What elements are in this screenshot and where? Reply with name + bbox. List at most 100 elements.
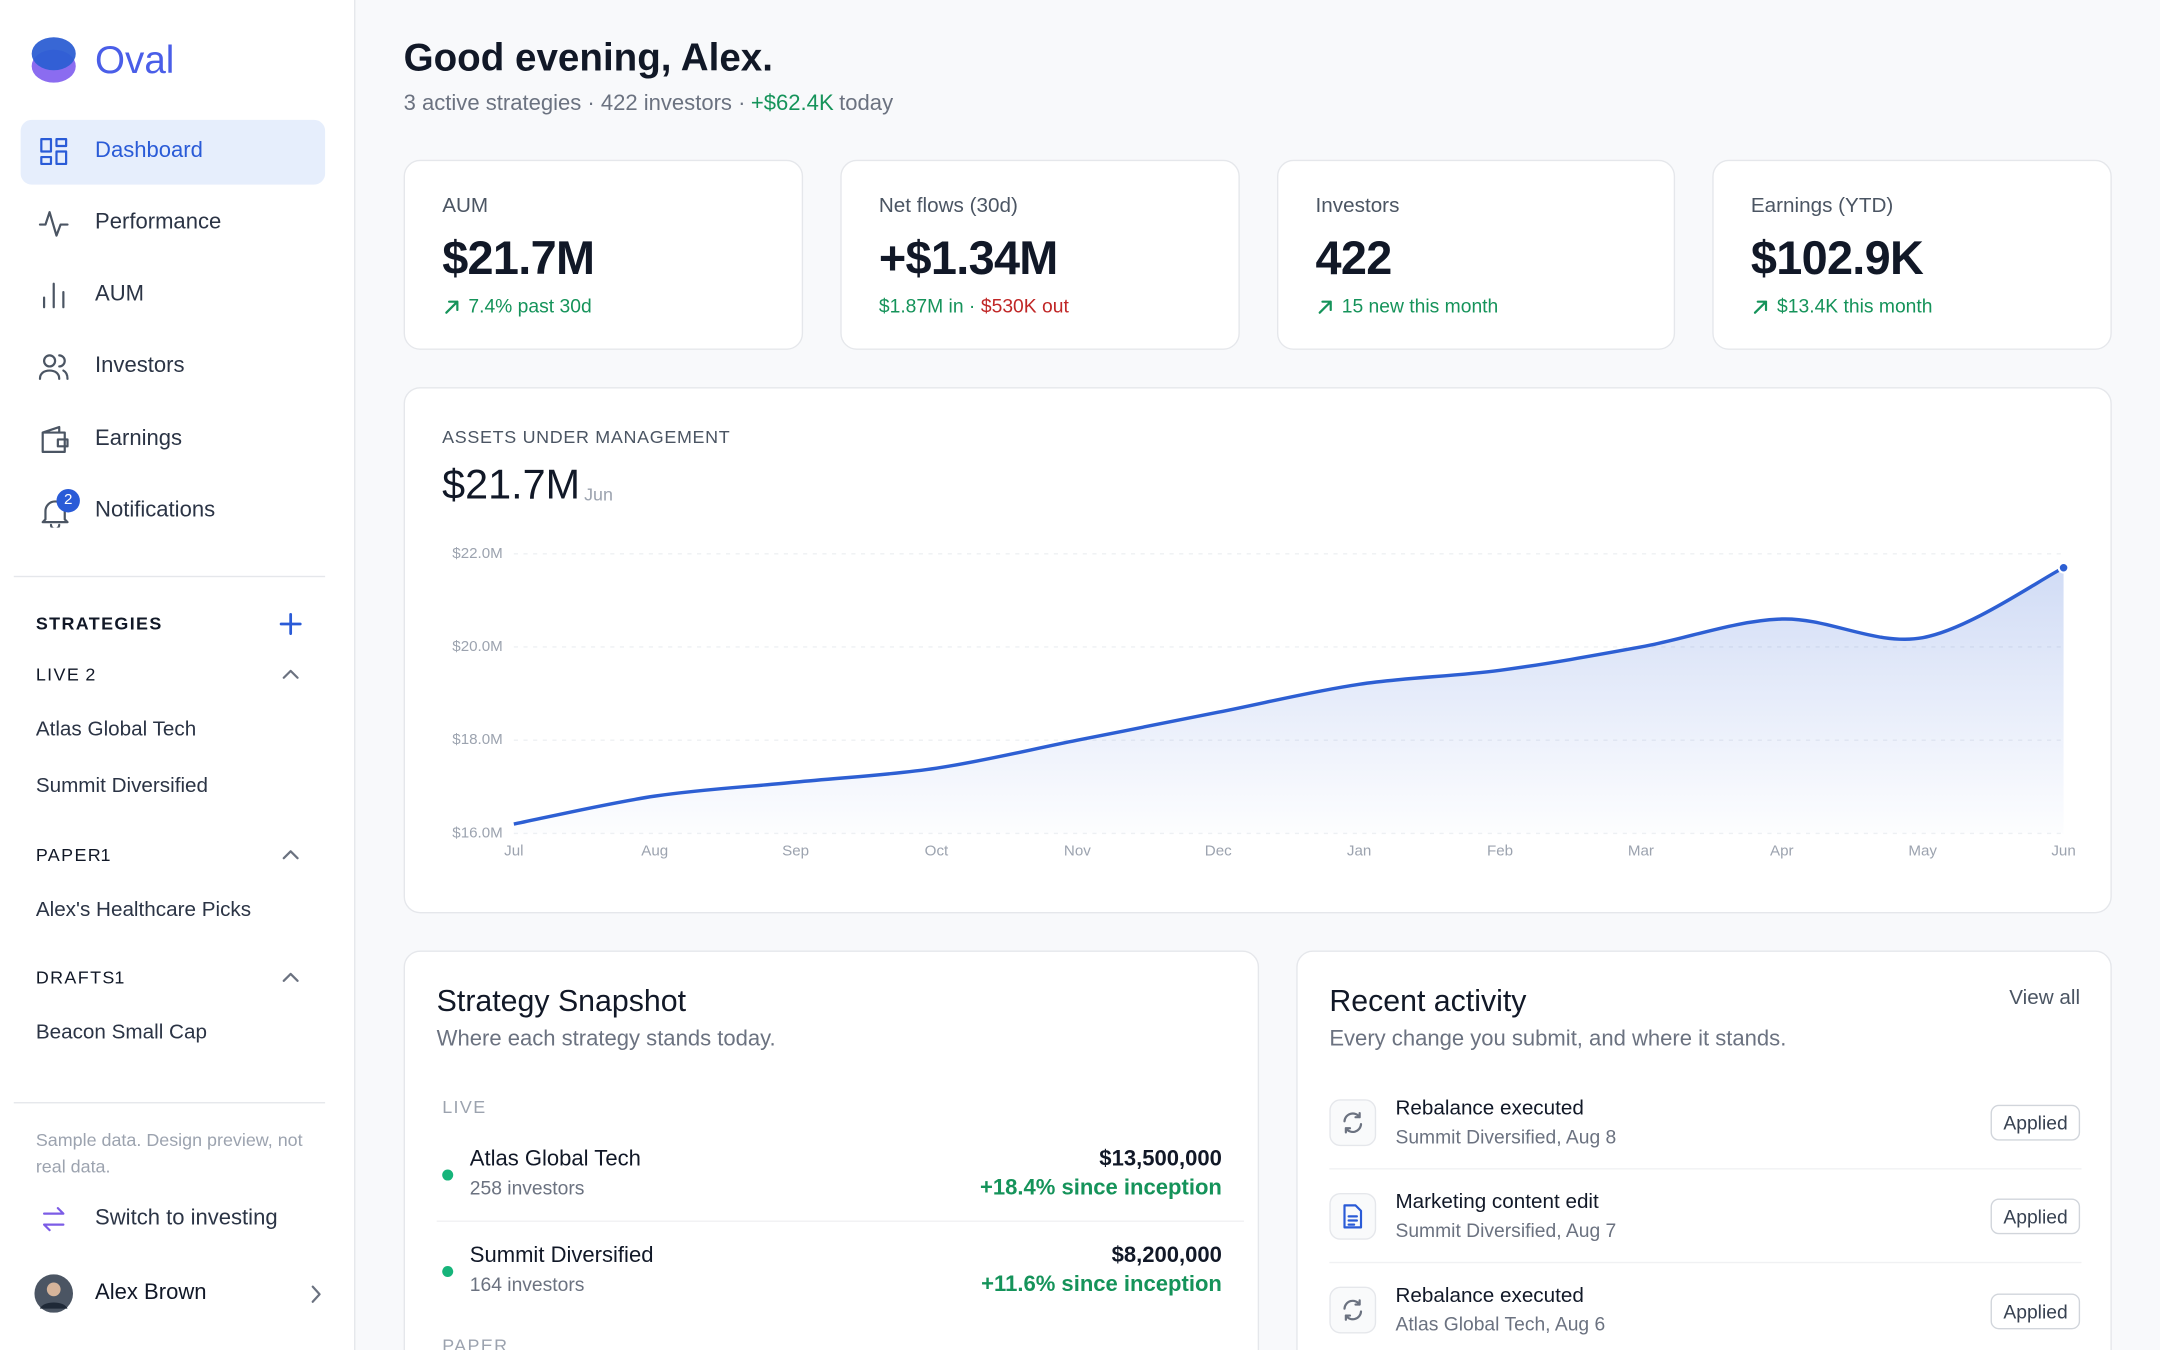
x-tick-label: Oct <box>925 842 949 859</box>
kpi-label: AUM <box>442 194 489 218</box>
amount: $8,200,000 <box>1111 1243 1222 1268</box>
collapse[interactable] <box>282 971 299 982</box>
divider <box>13 1102 326 1104</box>
x-tick-label: Dec <box>1205 842 1232 859</box>
performance-icon <box>38 211 69 237</box>
activity-icon <box>1329 1286 1377 1334</box>
x-tick-label: May <box>1908 842 1937 859</box>
y-tick-label: $22.0M <box>452 545 503 562</box>
view-all[interactable]: View all <box>2009 986 2081 1010</box>
group-label: PAPER <box>442 1334 509 1350</box>
collapse[interactable] <box>282 668 299 679</box>
return: +18.4% since inception <box>979 1176 1222 1200</box>
activity-icon <box>1329 1099 1377 1147</box>
y-tick-label: $16.0M <box>452 824 503 841</box>
up-arrow <box>445 300 459 314</box>
group-count: 1 <box>100 844 112 866</box>
kpi-value: +$1.34M <box>878 232 1058 286</box>
kpi-card: Investors 422 15 new this month <box>1276 159 1676 350</box>
group-label: PAPER <box>35 844 103 866</box>
chart-period: Jun <box>584 485 613 505</box>
y-tick-label: $18.0M <box>452 731 503 748</box>
status-badge: Applied <box>1990 1293 2081 1330</box>
kpi-value: 422 <box>1315 232 1393 286</box>
earnings-icon <box>41 425 69 453</box>
snapshot-card: Strategy Snapshot Where each strategy st… <box>403 950 1260 1350</box>
inflow: $1.87M in · <box>878 294 976 317</box>
nav-active-bg[interactable] <box>20 119 326 185</box>
chevron[interactable] <box>311 1285 322 1303</box>
group-label: LIVE <box>35 663 81 685</box>
card-title: Recent activity <box>1329 983 1527 1019</box>
nav-item[interactable]: Performance <box>95 210 222 235</box>
document-icon <box>1343 1204 1363 1229</box>
switch-icon <box>42 1207 65 1232</box>
group-count: 2 <box>85 663 97 685</box>
brand: Oval <box>95 38 175 82</box>
activity-meta: Summit Diversified, Aug 7 <box>1395 1219 1617 1242</box>
switch-link[interactable]: Switch to investing <box>95 1206 278 1231</box>
group-label: DRAFTS <box>35 967 116 988</box>
group-label: LIVE <box>442 1096 487 1118</box>
kpi-label: Investors <box>1315 194 1400 218</box>
greeting: Good evening, Alex. <box>403 35 773 79</box>
today: today <box>839 92 894 116</box>
add-strategy[interactable] <box>279 613 302 636</box>
nav-item[interactable]: AUM <box>95 282 145 306</box>
divider <box>1329 1261 2082 1264</box>
user-name[interactable]: Alex Brown <box>95 1281 207 1305</box>
status-badge: Applied <box>1990 1198 2081 1235</box>
activity-title[interactable]: Rebalance executed <box>1395 1096 1584 1120</box>
strategy-name[interactable]: Summit Diversified <box>469 1243 654 1268</box>
end-point <box>2057 561 2070 574</box>
activity-title[interactable]: Marketing content edit <box>1395 1190 1599 1214</box>
strategy-item[interactable]: Summit Diversified <box>35 774 209 798</box>
x-tick-label: Sep <box>782 842 809 859</box>
kpi-delta: 7.4% past 30d <box>468 294 592 317</box>
x-tick-label: Nov <box>1064 842 1091 859</box>
x-tick-label: Apr <box>1770 842 1794 859</box>
kpi-delta: $13.4K this month <box>1777 294 1933 317</box>
strategy-name[interactable]: Atlas Global Tech <box>469 1147 641 1171</box>
x-tick-label: Jun <box>2051 842 2075 859</box>
sidebar: Oval Dashboard Performance AUM Investors… <box>0 0 356 1350</box>
return: +11.6% since inception <box>981 1272 1222 1297</box>
x-tick-label: Feb <box>1487 842 1513 859</box>
up-arrow <box>1318 300 1332 314</box>
kpi-value: $21.7M <box>442 232 595 286</box>
chart-eyebrow: ASSETS UNDER MANAGEMENT <box>442 427 730 447</box>
nav-item[interactable]: Notifications <box>95 498 216 523</box>
kpi-delta: 15 new this month <box>1341 294 1499 317</box>
strategy-item[interactable]: Atlas Global Tech <box>35 717 197 742</box>
nav-item[interactable]: Investors <box>95 354 185 378</box>
card-subtitle: Where each strategy stands today. <box>436 1027 776 1052</box>
chart-headline: $21.7M <box>442 462 580 508</box>
avatar <box>34 1274 74 1313</box>
divider <box>13 575 326 578</box>
divider <box>1329 1168 2082 1170</box>
summary: 3 active strategies · 422 investors · <box>403 92 746 116</box>
logo <box>31 37 76 83</box>
strategies-title: STRATEGIES <box>35 613 163 634</box>
nav-item[interactable]: Earnings <box>95 427 183 451</box>
kpi-card: AUM $21.7M 7.4% past 30d <box>403 159 804 350</box>
investors-icon <box>38 354 69 380</box>
investor-count: 258 investors <box>469 1176 585 1199</box>
aum-icon <box>42 282 65 309</box>
strategy-item[interactable]: Alex's Healthcare Picks <box>35 898 252 922</box>
y-tick-label: $20.0M <box>452 638 503 655</box>
x-tick-label: Jan <box>1347 842 1371 859</box>
summary-line: 3 active strategies · 422 investors · +$… <box>403 92 894 116</box>
kpi-label: Net flows (30d) <box>878 194 1018 218</box>
activity-meta: Summit Diversified, Aug 8 <box>1395 1125 1617 1148</box>
activity-title[interactable]: Rebalance executed <box>1395 1283 1584 1308</box>
line <box>513 566 2065 826</box>
status-dot <box>442 1265 454 1277</box>
collapse[interactable] <box>282 849 299 860</box>
strategy-item[interactable]: Beacon Small Cap <box>35 1020 207 1045</box>
notification-badge: 2 <box>56 489 80 513</box>
nav-item[interactable]: Dashboard <box>95 139 203 163</box>
kpi-flows: $1.87M in · $530K out <box>879 296 1069 315</box>
